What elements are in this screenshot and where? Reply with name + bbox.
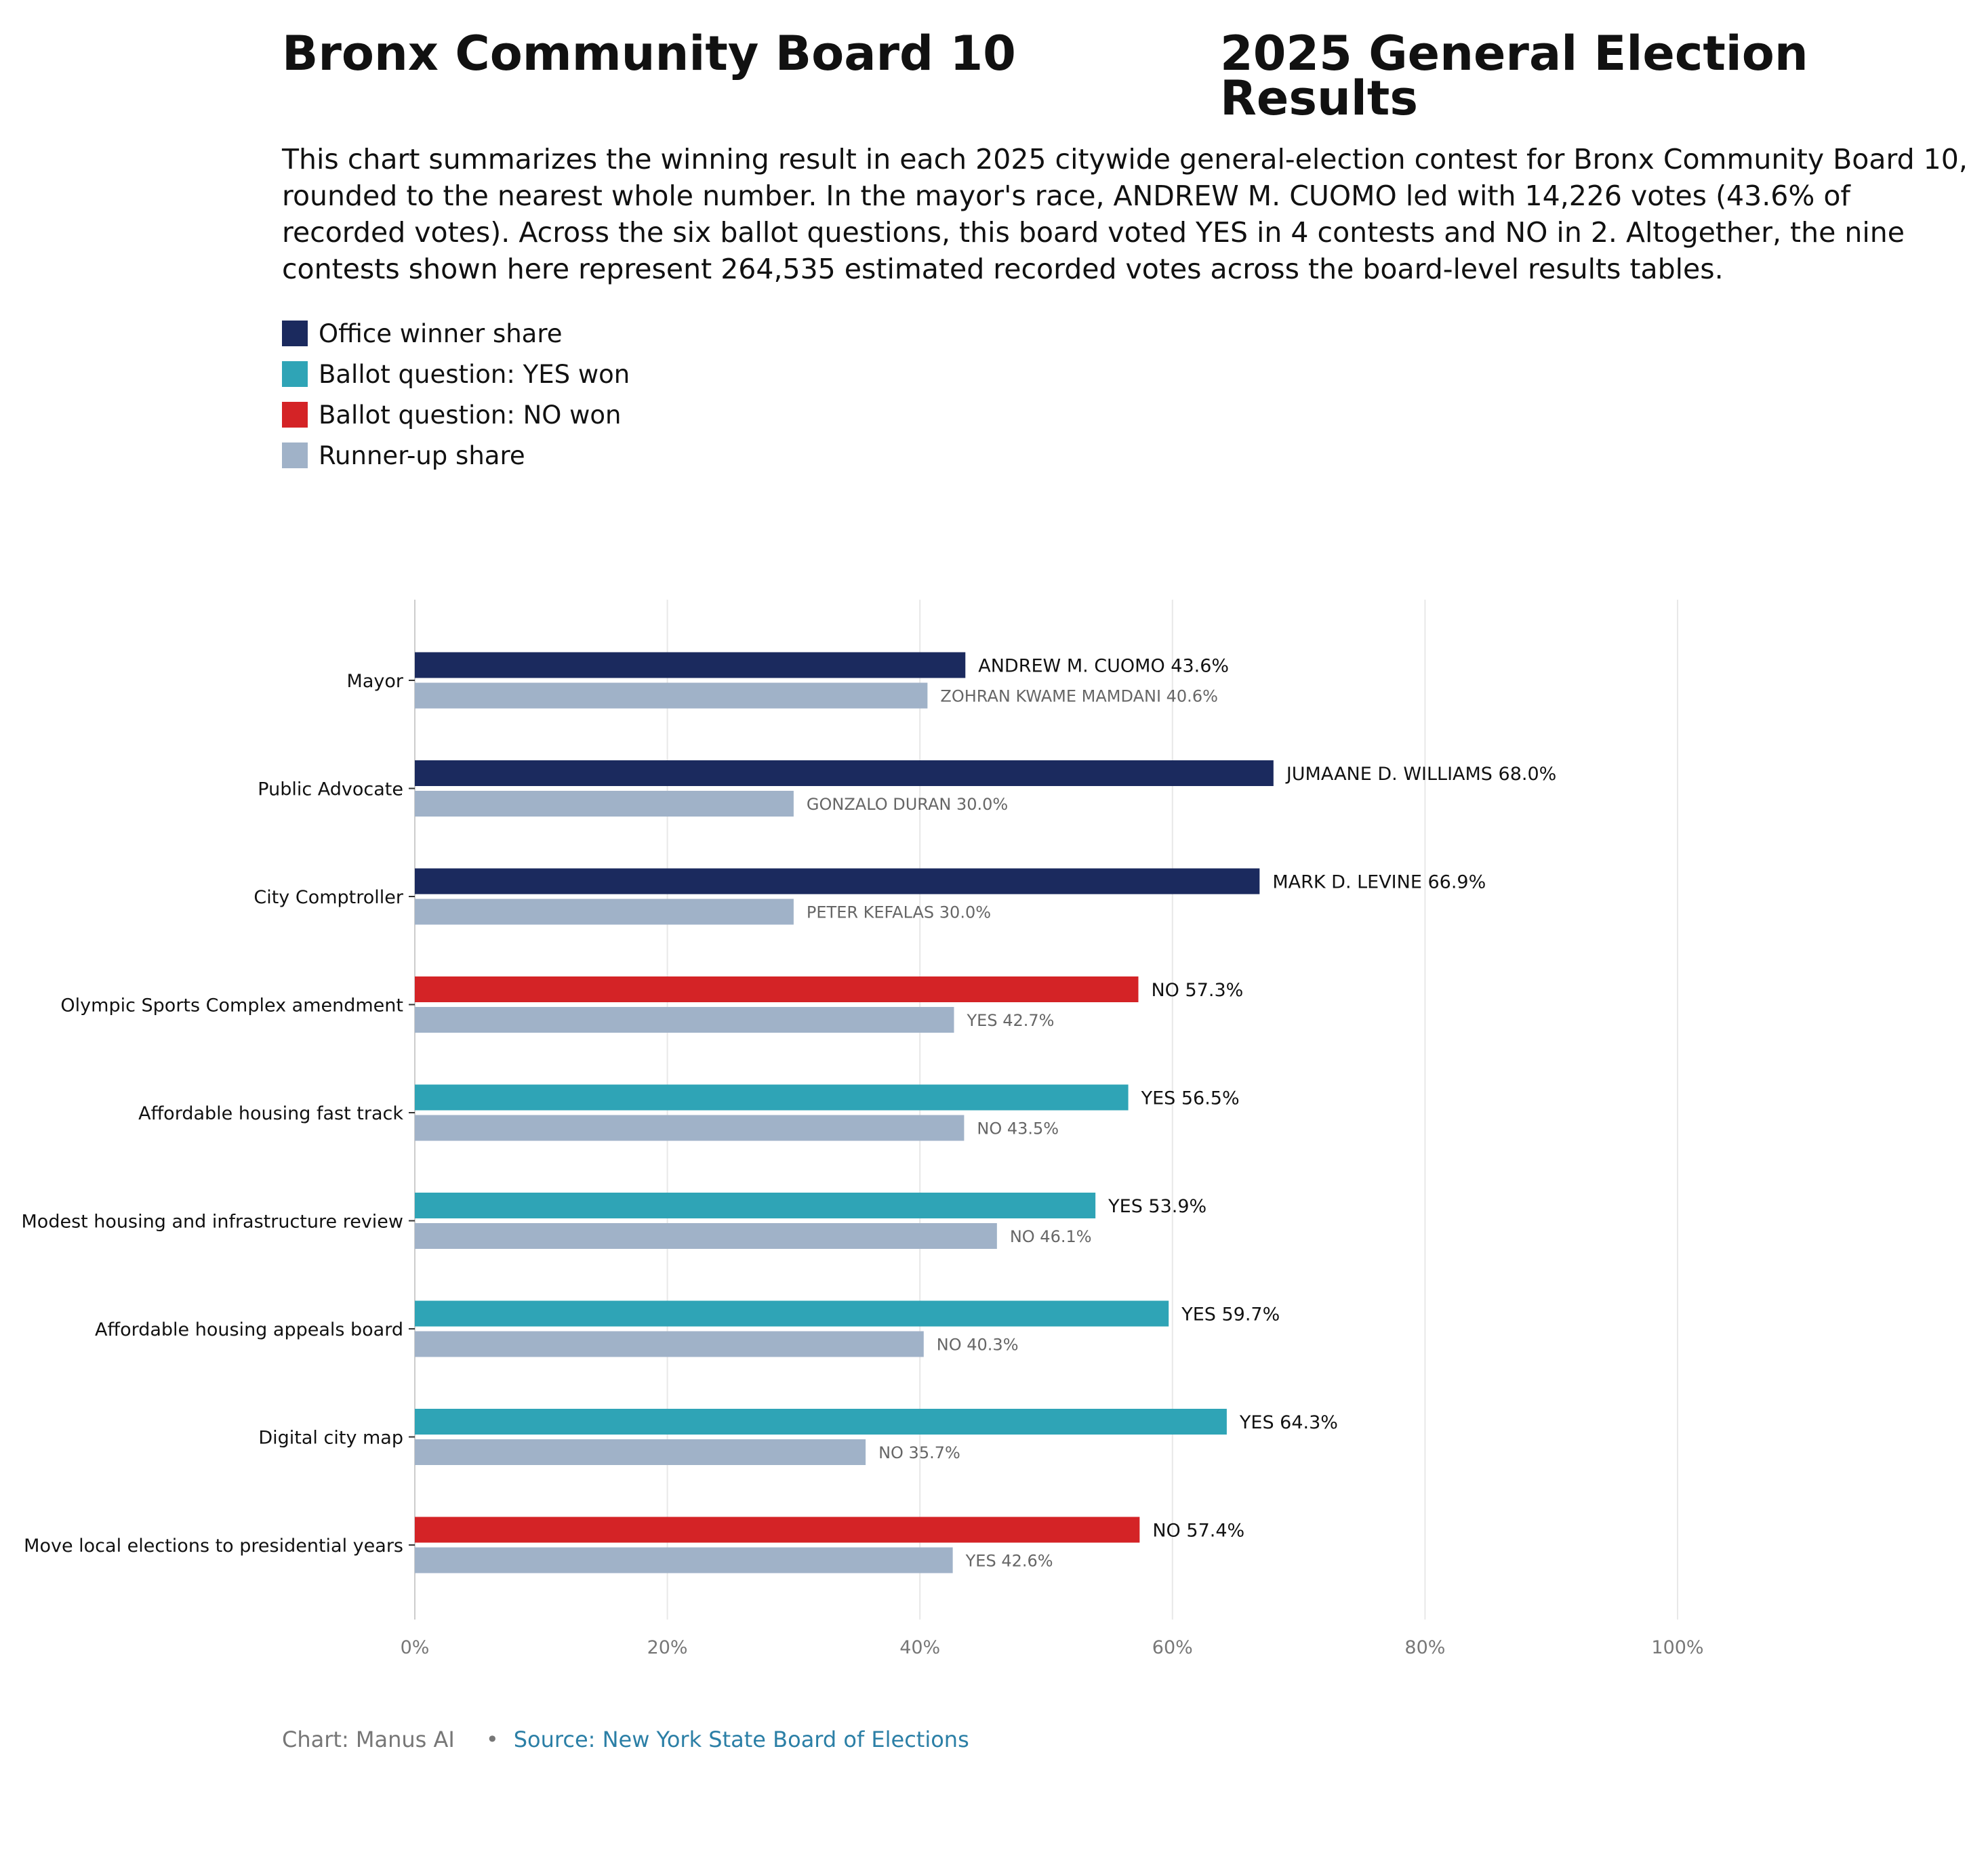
winner-data-label: ANDREW M. CUOMO 43.6% [978, 656, 1229, 677]
runner-up-bar [415, 899, 794, 925]
x-tick-label: 60% [1152, 1637, 1193, 1658]
legend-label-yes-won: Ballot question: YES won [319, 359, 630, 389]
category-label: Digital city map [258, 1428, 403, 1449]
winner-bar [415, 868, 1260, 894]
category-label: Modest housing and infrastructure review [22, 1212, 404, 1233]
category-label: Affordable housing fast track [138, 1103, 403, 1124]
runner-up-bar [415, 1007, 954, 1033]
winner-bar [415, 760, 1274, 786]
runner-up-bar [415, 1439, 866, 1465]
runner-up-bar [415, 682, 928, 709]
runner-up-data-label: NO 35.7% [878, 1443, 960, 1462]
winner-bar [415, 1409, 1227, 1435]
winner-bar [415, 1517, 1140, 1543]
winner-data-label: NO 57.4% [1152, 1521, 1244, 1542]
footer: Chart: Manus AI • Source: New York State… [282, 1727, 969, 1752]
legend-item-no-won: Ballot question: NO won [282, 394, 630, 435]
winner-data-label: YES 59.7% [1181, 1304, 1280, 1325]
legend: Office winner share Ballot question: YES… [282, 313, 630, 476]
x-tick-label: 80% [1404, 1637, 1445, 1658]
runner-up-bar [415, 1115, 965, 1141]
winner-bar [415, 976, 1139, 1002]
runner-up-data-label: NO 40.3% [937, 1336, 1019, 1355]
legend-swatch-runner-up [282, 442, 308, 468]
category-label: Affordable housing appeals board [95, 1319, 403, 1340]
legend-item-office-winner: Office winner share [282, 313, 630, 354]
legend-item-runner-up: Runner-up share [282, 435, 630, 476]
runner-up-bar [415, 1547, 953, 1573]
x-tick-label: 40% [899, 1637, 940, 1658]
winner-bar [415, 1193, 1096, 1218]
legend-swatch-office-winner [282, 321, 308, 346]
legend-label-no-won: Ballot question: NO won [319, 400, 622, 430]
legend-label-runner-up: Runner-up share [319, 440, 525, 470]
category-label: Move local elections to presidential yea… [24, 1536, 403, 1557]
chart-description: This chart summarizes the winning result… [282, 143, 1968, 285]
legend-item-yes-won: Ballot question: YES won [282, 354, 630, 394]
winner-data-label: YES 64.3% [1239, 1412, 1338, 1433]
winner-data-label: MARK D. LEVINE 66.9% [1272, 872, 1486, 893]
chart-title: Bronx Community Board 10 [282, 26, 1016, 81]
runner-up-data-label: NO 46.1% [1010, 1227, 1092, 1246]
legend-swatch-no-won [282, 402, 308, 428]
bar-chart: 0% 20% 40% 60% 80% 100% Mayor ANDREW M. CUOMO 4… [22, 600, 1704, 1658]
legend-label-office-winner: Office winner share [319, 318, 563, 348]
x-tick-label: 20% [647, 1637, 688, 1658]
runner-up-bar [415, 1223, 997, 1249]
runner-up-data-label: YES 42.6% [965, 1552, 1053, 1571]
runner-up-bar [415, 1331, 924, 1357]
runner-up-data-label: YES 42.7% [967, 1011, 1055, 1030]
category-label: City Comptroller [253, 887, 404, 908]
runner-up-bar [415, 791, 794, 817]
runner-up-data-label: PETER KEFALAS 30.0% [807, 903, 991, 922]
runner-up-data-label: GONZALO DURAN 30.0% [807, 795, 1008, 814]
winner-data-label: NO 57.3% [1151, 980, 1243, 1001]
runner-up-data-label: NO 43.5% [977, 1119, 1059, 1138]
category-label: Olympic Sports Complex amendment [60, 995, 403, 1016]
source-link[interactable]: Source: New York State Board of Election… [513, 1727, 969, 1752]
winner-bar [415, 1084, 1129, 1111]
winner-data-label: YES 56.5% [1141, 1088, 1240, 1109]
chart-title-secondary: 2025 General Election Results [1220, 26, 1808, 126]
winner-bar [415, 1300, 1169, 1327]
x-tick-label: 100% [1651, 1637, 1703, 1658]
chart-credit: Chart: Manus AI [282, 1727, 455, 1752]
winner-data-label: JUMAANE D. WILLIAMS 68.0% [1285, 764, 1556, 785]
category-label: Public Advocate [258, 779, 403, 800]
legend-swatch-yes-won [282, 361, 308, 387]
winner-data-label: YES 53.9% [1108, 1196, 1206, 1217]
footer-separator: • [485, 1727, 499, 1752]
x-tick-label: 0% [401, 1637, 430, 1658]
category-label: Mayor [347, 671, 404, 692]
runner-up-data-label: ZOHRAN KWAME MAMDANI 40.6% [940, 687, 1218, 706]
winner-bar [415, 652, 966, 678]
